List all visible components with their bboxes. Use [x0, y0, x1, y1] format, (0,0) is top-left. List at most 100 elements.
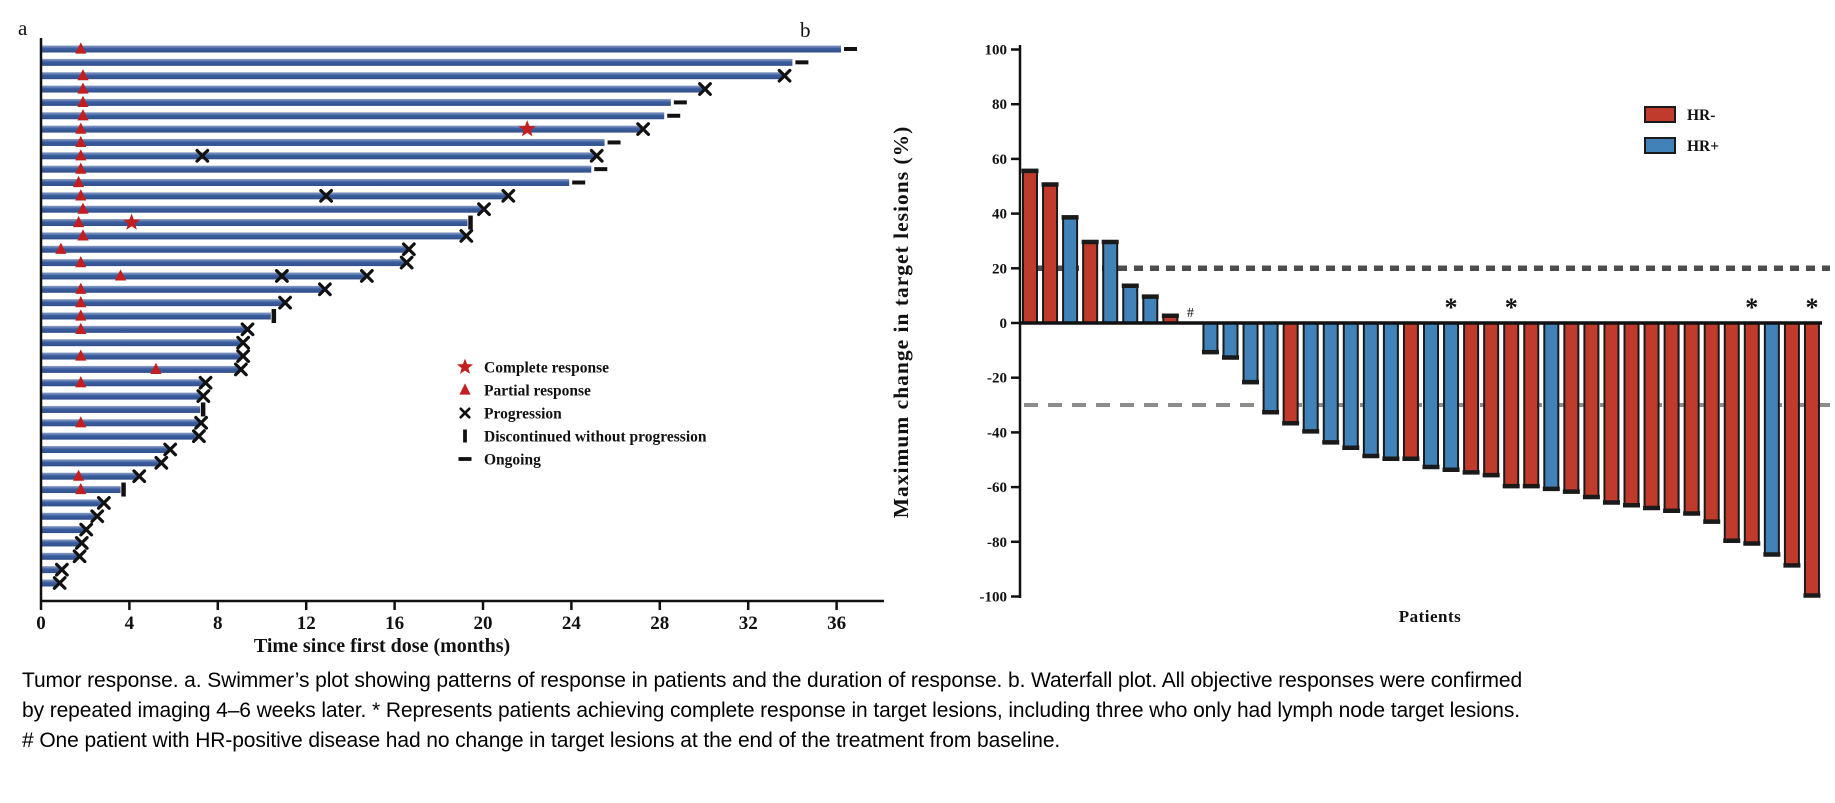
progression-x-icon — [501, 188, 516, 203]
progression-x-icon — [401, 242, 416, 257]
progression-x-icon — [236, 335, 251, 350]
swimmer-bar — [41, 125, 643, 133]
partial-response-triangle-icon — [75, 309, 87, 321]
swimmer-bar — [41, 312, 271, 320]
legend-label: Discontinued without progression — [484, 429, 707, 446]
x-axis-title: Patients — [1399, 607, 1462, 626]
waterfall-bar — [1062, 215, 1079, 325]
waterfall-bar — [1042, 182, 1059, 324]
waterfall-bar — [1543, 322, 1560, 491]
waterfall-bar — [1122, 283, 1139, 324]
partial-response-triangle-icon — [55, 242, 67, 254]
waterfall-bar — [1703, 322, 1720, 524]
partial-response-triangle-icon — [72, 215, 85, 228]
progression-x-icon — [777, 68, 792, 83]
waterfall-bars — [1021, 168, 1821, 598]
waterfall-bar — [1683, 322, 1700, 516]
swimmer-bar — [41, 459, 161, 467]
swimmer-bar — [41, 579, 59, 587]
waterfall-bar — [1783, 322, 1800, 568]
waterfall-bar — [1603, 322, 1620, 505]
waterfall-bar — [1463, 322, 1480, 475]
x-tick-label: 8 — [213, 613, 223, 634]
partial-response-triangle-icon — [72, 469, 85, 481]
progression-x-icon — [79, 522, 94, 537]
progression-x-icon — [195, 148, 210, 163]
swimmer-bar — [41, 379, 205, 387]
legend-swatch-hr — [1644, 137, 1676, 154]
waterfall-bar — [1503, 322, 1520, 489]
progression-x-icon — [196, 389, 211, 403]
swimmer-bar — [41, 339, 243, 347]
partial-response-triangle-icon — [75, 135, 87, 148]
swimmer-bar — [41, 325, 247, 333]
swimmer-bar — [41, 192, 508, 200]
waterfall-bar — [1342, 322, 1359, 450]
partial-response-triangle-icon — [77, 95, 89, 107]
swimmer-bar — [41, 552, 79, 560]
swimmer-markers — [52, 42, 858, 590]
waterfall-bar — [1743, 322, 1760, 546]
waterfall-bar — [1423, 322, 1439, 469]
partial-response-triangle-icon — [150, 362, 162, 374]
progression-x-icon — [236, 349, 251, 363]
progression-x-icon — [90, 509, 105, 524]
complete-response-asterisk: * — [1745, 293, 1758, 322]
y-tick-label: -60 — [987, 480, 1007, 496]
swimmer-axes: 0 4 8 12 16 20 24 28 32 36 Time since first dose (… — [36, 38, 884, 657]
swimmer-bar — [41, 85, 704, 93]
waterfall-bar — [1282, 322, 1299, 426]
progression-x-icon — [589, 148, 604, 163]
waterfall-bar — [1623, 322, 1640, 508]
progression-x-icon — [359, 269, 374, 283]
waterfall-bar — [1663, 322, 1680, 513]
waterfall-bar — [1242, 322, 1259, 385]
complete-response-star-icon — [518, 120, 536, 137]
y-tick-label: 20 — [992, 261, 1007, 277]
partial-response-triangle-icon — [77, 229, 89, 241]
swimmer-bar — [41, 232, 466, 240]
y-tick-label: 80 — [992, 97, 1007, 113]
swimmer-bar — [41, 272, 366, 280]
waterfall-axes: 100 80 60 40 20 0 -20 -40 -60 -80 -100 Maximum chan… — [889, 43, 1822, 626]
legend-label: HR- — [1687, 107, 1715, 124]
x-tick-label: 16 — [385, 613, 404, 634]
partial-response-triangle-icon — [75, 149, 87, 161]
progression-x-icon — [274, 269, 289, 283]
waterfall-annotations: # * * * * — [1187, 293, 1819, 322]
x-tick-label: 12 — [297, 613, 316, 634]
y-tick-label: 0 — [1000, 316, 1008, 332]
progression-x-icon — [234, 362, 248, 377]
legend-label: Progression — [484, 406, 562, 423]
y-axis-title: Maximum change in target lesions (%) — [889, 126, 913, 519]
panel-a-label: a — [18, 16, 28, 40]
progression-x-icon — [477, 202, 491, 217]
progression-x-icon — [192, 429, 206, 444]
swimmer-bar — [41, 419, 201, 427]
y-tick-label: -40 — [987, 425, 1007, 441]
swimmer-bar — [41, 539, 81, 547]
y-tick-label: 100 — [985, 43, 1008, 59]
legend-label: Ongoing — [484, 452, 541, 469]
swimmer-bar — [41, 446, 170, 453]
x-tick-label: 24 — [562, 613, 582, 634]
swimmer-bar — [41, 72, 784, 80]
y-tick-label: -80 — [987, 535, 1007, 551]
x-tick-label: 0 — [36, 613, 46, 634]
waterfall-bar — [1202, 322, 1219, 355]
waterfall-bar — [1723, 322, 1740, 543]
waterfall-bar — [1563, 322, 1580, 494]
complete-response-asterisk: * — [1505, 293, 1518, 322]
progression-x-icon — [163, 442, 178, 457]
partial-response-triangle-icon — [72, 175, 85, 188]
waterfall-bar — [1142, 294, 1159, 324]
swimmer-bar — [41, 392, 203, 400]
complete-response-asterisk: * — [1445, 293, 1458, 322]
waterfall-bar — [1262, 322, 1279, 415]
waterfall-bar — [1803, 322, 1820, 598]
swimmer-bar — [41, 499, 103, 507]
y-tick-label: -100 — [980, 590, 1008, 606]
waterfall-legend: HR- HR+ — [1644, 106, 1719, 155]
partial-response-triangle-icon — [77, 69, 89, 81]
